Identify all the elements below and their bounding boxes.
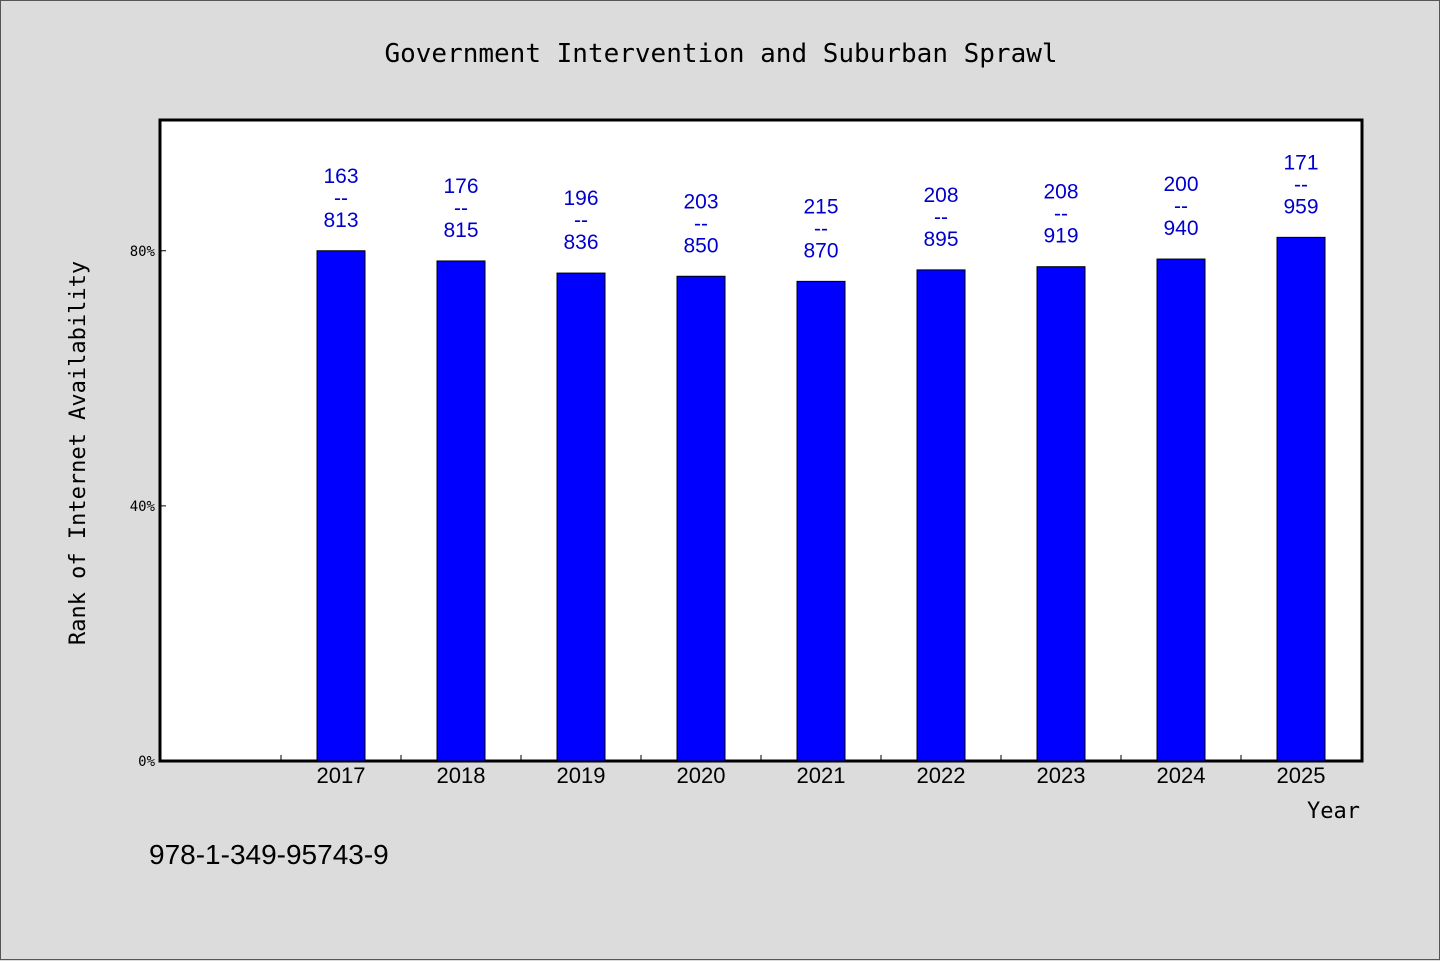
data-label-top-2019: 196 bbox=[563, 187, 598, 210]
data-label-top-2017: 163 bbox=[323, 165, 358, 188]
bar-2023 bbox=[1036, 266, 1086, 762]
data-label-top-2025: 171 bbox=[1283, 151, 1318, 174]
bar-2025 bbox=[1276, 236, 1326, 762]
data-label-sep-2018: -- bbox=[454, 197, 468, 220]
x-tick-label-2022: 2022 bbox=[917, 763, 966, 788]
data-label-bottom-2024: 940 bbox=[1163, 217, 1198, 240]
y-tick-label-40: 40% bbox=[130, 499, 156, 515]
bar-2022 bbox=[916, 269, 966, 762]
data-label-bottom-2021: 870 bbox=[803, 239, 838, 262]
bar-2017 bbox=[316, 250, 366, 762]
bars-group bbox=[316, 236, 1326, 762]
data-label-bottom-2023: 919 bbox=[1043, 225, 1078, 248]
data-label-top-2024: 200 bbox=[1163, 173, 1198, 196]
data-label-top-2020: 203 bbox=[683, 190, 718, 213]
bar-2024 bbox=[1156, 258, 1206, 762]
x-axis-label: Year bbox=[1307, 799, 1360, 824]
data-label-top-2021: 215 bbox=[803, 195, 838, 218]
x-tick-label-2019: 2019 bbox=[557, 763, 606, 788]
bar-2018 bbox=[436, 260, 486, 762]
data-label-bottom-2019: 836 bbox=[563, 231, 598, 254]
x-tick-label-2018: 2018 bbox=[437, 763, 486, 788]
bar-2020 bbox=[676, 275, 726, 762]
y-tick-label-80: 80% bbox=[130, 244, 156, 260]
y-tick-label-0: 0% bbox=[138, 754, 155, 770]
data-label-top-2022: 208 bbox=[923, 184, 958, 207]
x-tick-label-2020: 2020 bbox=[677, 763, 726, 788]
data-label-sep-2024: -- bbox=[1174, 195, 1188, 218]
x-tick-label-2025: 2025 bbox=[1277, 763, 1326, 788]
data-label-sep-2021: -- bbox=[814, 217, 828, 240]
bar-2019 bbox=[556, 272, 606, 762]
data-label-sep-2019: -- bbox=[574, 209, 588, 232]
x-tick-label-2023: 2023 bbox=[1037, 763, 1086, 788]
data-label-bottom-2020: 850 bbox=[683, 234, 718, 257]
data-label-sep-2022: -- bbox=[934, 206, 948, 229]
data-label-top-2018: 176 bbox=[443, 175, 478, 198]
data-label-bottom-2025: 959 bbox=[1283, 195, 1318, 218]
x-tick-label-2024: 2024 bbox=[1157, 763, 1206, 788]
y-ticks-group: 0% 40% 80% bbox=[130, 244, 166, 770]
data-label-bottom-2022: 895 bbox=[923, 228, 958, 251]
data-label-bottom-2017: 813 bbox=[323, 209, 358, 232]
data-labels-group: 163--813176--815196--836203--850215--870… bbox=[323, 151, 1318, 262]
x-ticks-group: 2017 2018 2019 2020 2021 2022 2023 2024 2025 bbox=[280, 755, 1362, 788]
data-label-sep-2023: -- bbox=[1054, 203, 1068, 226]
data-label-sep-2025: -- bbox=[1294, 173, 1308, 196]
data-label-top-2023: 208 bbox=[1043, 181, 1078, 204]
x-tick-label-2017: 2017 bbox=[317, 763, 366, 788]
bar-2021 bbox=[796, 280, 846, 762]
x-tick-label-2021: 2021 bbox=[797, 763, 846, 788]
data-label-bottom-2018: 815 bbox=[443, 219, 478, 242]
data-label-sep-2017: -- bbox=[334, 187, 348, 210]
data-label-sep-2020: -- bbox=[694, 212, 708, 235]
y-axis-label: Rank of Internet Availability bbox=[66, 261, 91, 645]
isbn-footnote: 978-1-349-95743-9 bbox=[149, 839, 389, 870]
chart-title: Government Intervention and Suburban Spr… bbox=[384, 39, 1057, 69]
